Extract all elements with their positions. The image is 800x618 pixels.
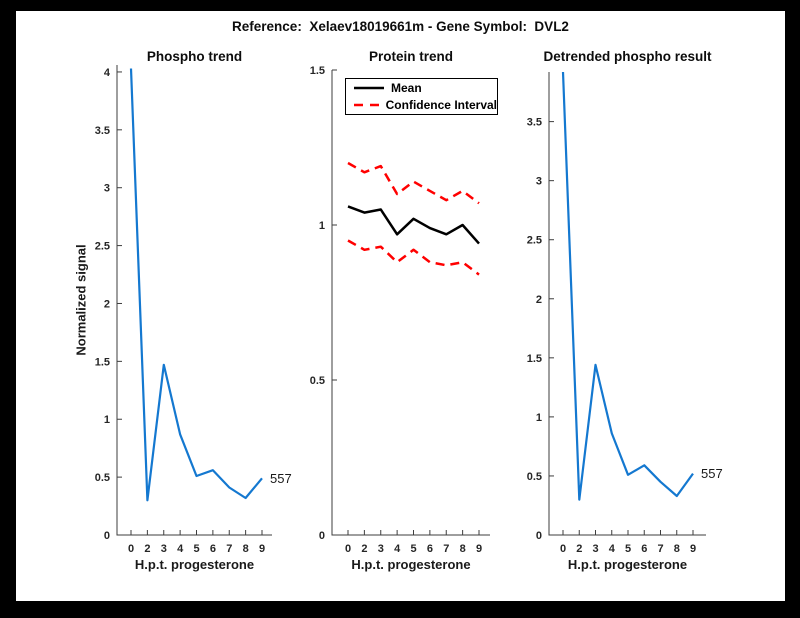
svg-text:4: 4 — [609, 543, 616, 555]
svg-text:2: 2 — [361, 543, 367, 555]
svg-text:0: 0 — [104, 530, 110, 542]
svg-text:3: 3 — [592, 543, 598, 555]
svg-text:0: 0 — [560, 543, 566, 555]
svg-text:1.5: 1.5 — [95, 356, 110, 368]
svg-text:1: 1 — [104, 414, 110, 426]
legend-entry-mean: Mean — [354, 81, 497, 96]
svg-text:1: 1 — [319, 220, 325, 232]
svg-text:2: 2 — [144, 543, 150, 555]
svg-text:2.5: 2.5 — [95, 241, 110, 253]
subplot-title-protein-trend: Protein trend — [368, 49, 453, 64]
svg-text:3: 3 — [104, 183, 110, 195]
svg-text:0: 0 — [319, 530, 325, 542]
legend-label-mean: Mean — [391, 81, 422, 95]
legend-label-confidence-interval: Confidence Interval — [385, 98, 497, 112]
svg-text:2: 2 — [536, 294, 542, 306]
svg-text:2.5: 2.5 — [527, 235, 542, 247]
confidence-interval-line-sample-icon — [354, 103, 379, 107]
svg-text:0.5: 0.5 — [95, 472, 110, 484]
figure-title: Reference: Xelaev18019661m - Gene Symbol… — [232, 19, 569, 34]
svg-text:6: 6 — [427, 543, 433, 555]
svg-text:6: 6 — [210, 543, 216, 555]
svg-text:3.5: 3.5 — [527, 117, 542, 129]
svg-text:7: 7 — [657, 543, 663, 555]
svg-text:5: 5 — [410, 543, 416, 555]
svg-text:2: 2 — [576, 543, 582, 555]
svg-text:4: 4 — [394, 543, 401, 555]
svg-text:3: 3 — [161, 543, 167, 555]
svg-text:5: 5 — [193, 543, 199, 555]
svg-text:1.5: 1.5 — [310, 65, 325, 77]
svg-text:1.5: 1.5 — [527, 353, 542, 365]
svg-text:4: 4 — [104, 67, 111, 79]
x-axis-label-phospho: H.p.t. progesterone — [134, 557, 255, 572]
x-axis-label-protein: H.p.t. progesterone — [351, 557, 471, 572]
svg-text:3: 3 — [536, 176, 542, 188]
svg-text:9: 9 — [690, 543, 696, 555]
svg-text:8: 8 — [460, 543, 466, 555]
svg-text:9: 9 — [259, 543, 265, 555]
svg-text:4: 4 — [177, 543, 184, 555]
svg-text:7: 7 — [443, 543, 449, 555]
subplot-title-phospho-trend: Phospho trend — [146, 49, 243, 64]
x-axis-label-detrended: H.p.t. progesterone — [567, 557, 688, 572]
svg-text:0: 0 — [345, 543, 351, 555]
svg-text:0.5: 0.5 — [310, 375, 325, 387]
svg-text:0: 0 — [536, 530, 542, 542]
series-end-label-phospho: 557 — [270, 471, 292, 486]
svg-text:5: 5 — [625, 543, 631, 555]
svg-text:6: 6 — [641, 543, 647, 555]
svg-text:3: 3 — [378, 543, 384, 555]
legend: Mean Confidence Interval — [345, 78, 498, 115]
svg-text:8: 8 — [243, 543, 249, 555]
series-end-label-detrended: 557 — [701, 466, 723, 481]
svg-text:9: 9 — [476, 543, 482, 555]
svg-text:0: 0 — [128, 543, 134, 555]
mean-line-sample-icon — [354, 86, 384, 90]
svg-text:7: 7 — [226, 543, 232, 555]
svg-text:2: 2 — [104, 298, 110, 310]
svg-text:3.5: 3.5 — [95, 125, 110, 137]
svg-text:1: 1 — [536, 412, 542, 424]
subplot-title-detrended-phospho: Detrended phospho result — [543, 49, 712, 64]
svg-text:8: 8 — [674, 543, 680, 555]
legend-entry-confidence-interval: Confidence Interval — [354, 98, 497, 113]
svg-text:0.5: 0.5 — [527, 471, 542, 483]
y-axis-label-normalized-signal: Normalized signal — [73, 244, 89, 356]
